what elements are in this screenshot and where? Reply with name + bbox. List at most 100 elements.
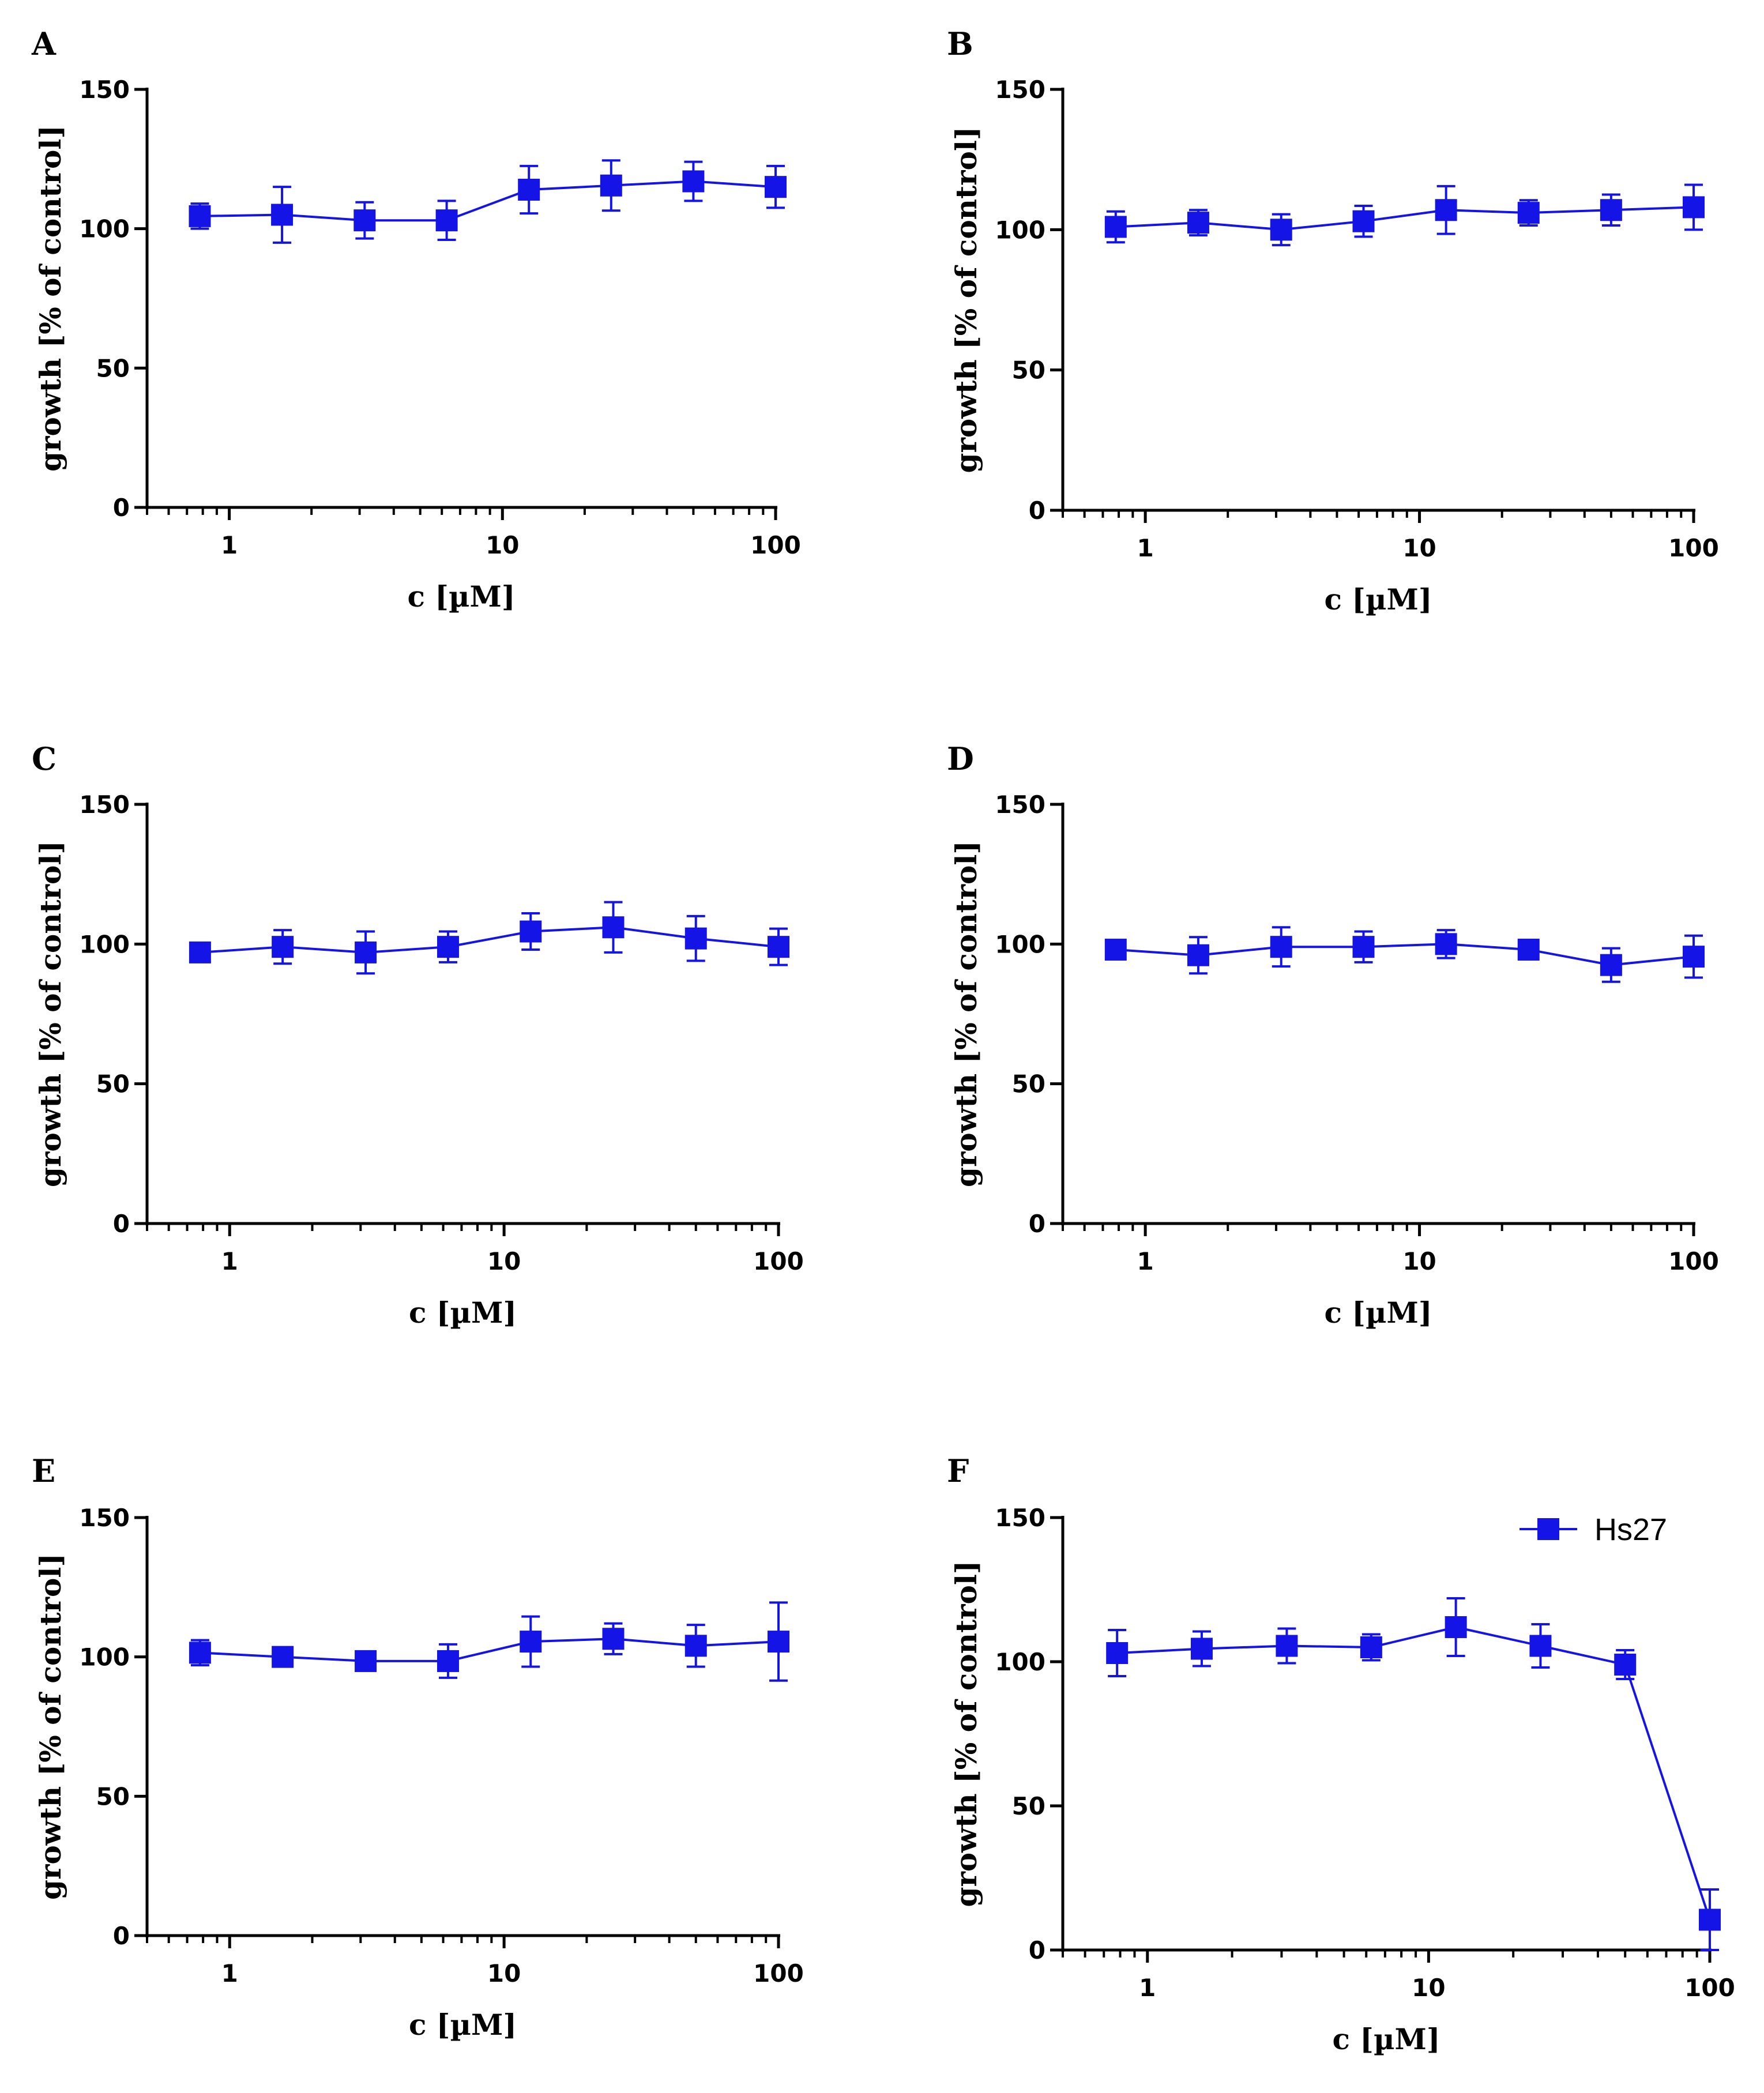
data-point xyxy=(1270,219,1292,241)
y-tick-label: 150 xyxy=(79,76,130,104)
data-point xyxy=(272,936,294,958)
data-point xyxy=(271,204,294,226)
y-axis-title: growth [% of control] xyxy=(949,841,983,1187)
y-tick-label: 0 xyxy=(1029,1936,1045,1964)
series-line xyxy=(1115,206,1694,231)
legend-marker xyxy=(1537,1518,1559,1540)
y-tick-label: 50 xyxy=(96,354,130,382)
y-tick-label: 150 xyxy=(995,1504,1045,1532)
x-tick-label: 10 xyxy=(1402,1247,1436,1275)
y-tick-label: 0 xyxy=(113,494,130,522)
y-tick-label: 100 xyxy=(995,216,1045,244)
y-tick-label: 150 xyxy=(79,1504,130,1532)
data-point xyxy=(1683,946,1705,968)
x-tick-label: 1 xyxy=(1137,534,1154,562)
x-tick-label: 1 xyxy=(221,1247,238,1275)
data-point xyxy=(1517,202,1540,224)
panel-letter: D xyxy=(947,740,974,777)
series-line xyxy=(200,180,776,222)
x-axis-title: c [µM] xyxy=(407,579,515,613)
data-point xyxy=(1614,1654,1637,1676)
data-point xyxy=(353,209,376,232)
y-axis-title: growth [% of control] xyxy=(949,1561,983,1907)
x-tick-label: 100 xyxy=(753,1247,804,1275)
data-point xyxy=(1187,212,1209,234)
data-point xyxy=(1190,1637,1213,1660)
y-tick-label: 150 xyxy=(995,790,1045,819)
y-tick-label: 100 xyxy=(79,215,130,243)
x-tick-label: 10 xyxy=(487,1247,521,1275)
y-axis-title: growth [% of control] xyxy=(33,841,67,1187)
x-tick-label: 100 xyxy=(753,1959,804,1987)
panel-a: A 0 50 100 150 1 10 100 c [µM] growth [% of contr… xyxy=(31,25,801,613)
legend-label: Hs27 xyxy=(1594,1512,1667,1547)
data-point xyxy=(1104,216,1127,238)
panel-c: C 0 50 100 150 1 10 100 c [µM] growth [% of contr… xyxy=(32,740,804,1330)
data-point xyxy=(355,1650,377,1672)
data-point xyxy=(602,1628,625,1650)
data-point xyxy=(600,174,622,197)
panel-letter: F xyxy=(947,1452,969,1489)
x-tick-label: 1 xyxy=(1139,1974,1156,2002)
x-tick-label: 1 xyxy=(221,1959,238,1987)
data-point xyxy=(1435,933,1457,955)
y-tick-label: 100 xyxy=(79,930,130,958)
data-point xyxy=(1187,944,1209,966)
data-point xyxy=(1600,954,1622,976)
data-point xyxy=(768,1631,789,1653)
data-point xyxy=(1270,936,1292,958)
data-point xyxy=(1517,939,1540,961)
series-line xyxy=(200,926,779,954)
data-point xyxy=(435,209,458,232)
x-axis-title: c [µM] xyxy=(1324,1296,1432,1330)
series-line xyxy=(200,1637,779,1662)
data-point xyxy=(1352,210,1375,232)
data-point xyxy=(684,927,707,950)
x-tick-label: 100 xyxy=(750,531,801,559)
panel-f: F 0 50 100 150 1 10 100 c [µM] growth [% of contr… xyxy=(947,1452,1735,2056)
y-tick-label: 0 xyxy=(113,1922,130,1950)
y-tick-label: 150 xyxy=(995,76,1045,104)
data-point xyxy=(520,1631,542,1653)
data-point xyxy=(189,205,211,227)
data-point xyxy=(1683,196,1705,219)
x-tick-label: 10 xyxy=(487,1959,521,1987)
y-tick-label: 100 xyxy=(995,930,1045,958)
data-point xyxy=(1352,936,1375,958)
y-tick-label: 50 xyxy=(1012,1792,1045,1820)
x-tick-label: 10 xyxy=(486,531,519,559)
panel-letter: B xyxy=(947,25,973,62)
data-point xyxy=(1106,1642,1129,1664)
series-line xyxy=(1117,1625,1711,1921)
panel-letter: A xyxy=(31,25,57,62)
data-point xyxy=(520,920,542,943)
x-tick-label: 100 xyxy=(1668,1247,1719,1275)
y-tick-label: 50 xyxy=(96,1070,130,1098)
panel-e: E 0 50 100 150 1 10 100 c [µM] growth [% of contr… xyxy=(32,1452,804,2042)
x-tick-label: 10 xyxy=(1412,1974,1445,2002)
x-tick-label: 1 xyxy=(221,531,238,559)
panel-letter: C xyxy=(32,740,57,777)
data-point xyxy=(1104,939,1127,961)
y-tick-label: 150 xyxy=(79,790,130,819)
x-tick-label: 10 xyxy=(1402,534,1436,562)
y-axis-title: growth [% of control] xyxy=(949,127,983,473)
x-tick-label: 1 xyxy=(1137,1247,1154,1275)
data-point xyxy=(189,941,211,963)
x-axis-title: c [µM] xyxy=(1324,582,1432,616)
x-tick-label: 100 xyxy=(1668,534,1719,562)
data-point xyxy=(682,170,705,193)
y-axis-title: growth [% of control] xyxy=(33,125,67,472)
panel-b: B 0 50 100 150 1 10 100 c [µM] growth [% of contr… xyxy=(947,25,1719,616)
y-tick-label: 50 xyxy=(1012,356,1045,385)
y-tick-label: 50 xyxy=(96,1782,130,1810)
data-point xyxy=(1445,1616,1467,1638)
data-point xyxy=(518,179,540,201)
data-point xyxy=(437,936,459,958)
data-point xyxy=(189,1642,211,1664)
y-tick-label: 100 xyxy=(79,1643,130,1672)
data-point xyxy=(437,1650,459,1672)
data-point xyxy=(272,1646,294,1668)
y-axis-title: growth [% of control] xyxy=(33,1553,67,1900)
